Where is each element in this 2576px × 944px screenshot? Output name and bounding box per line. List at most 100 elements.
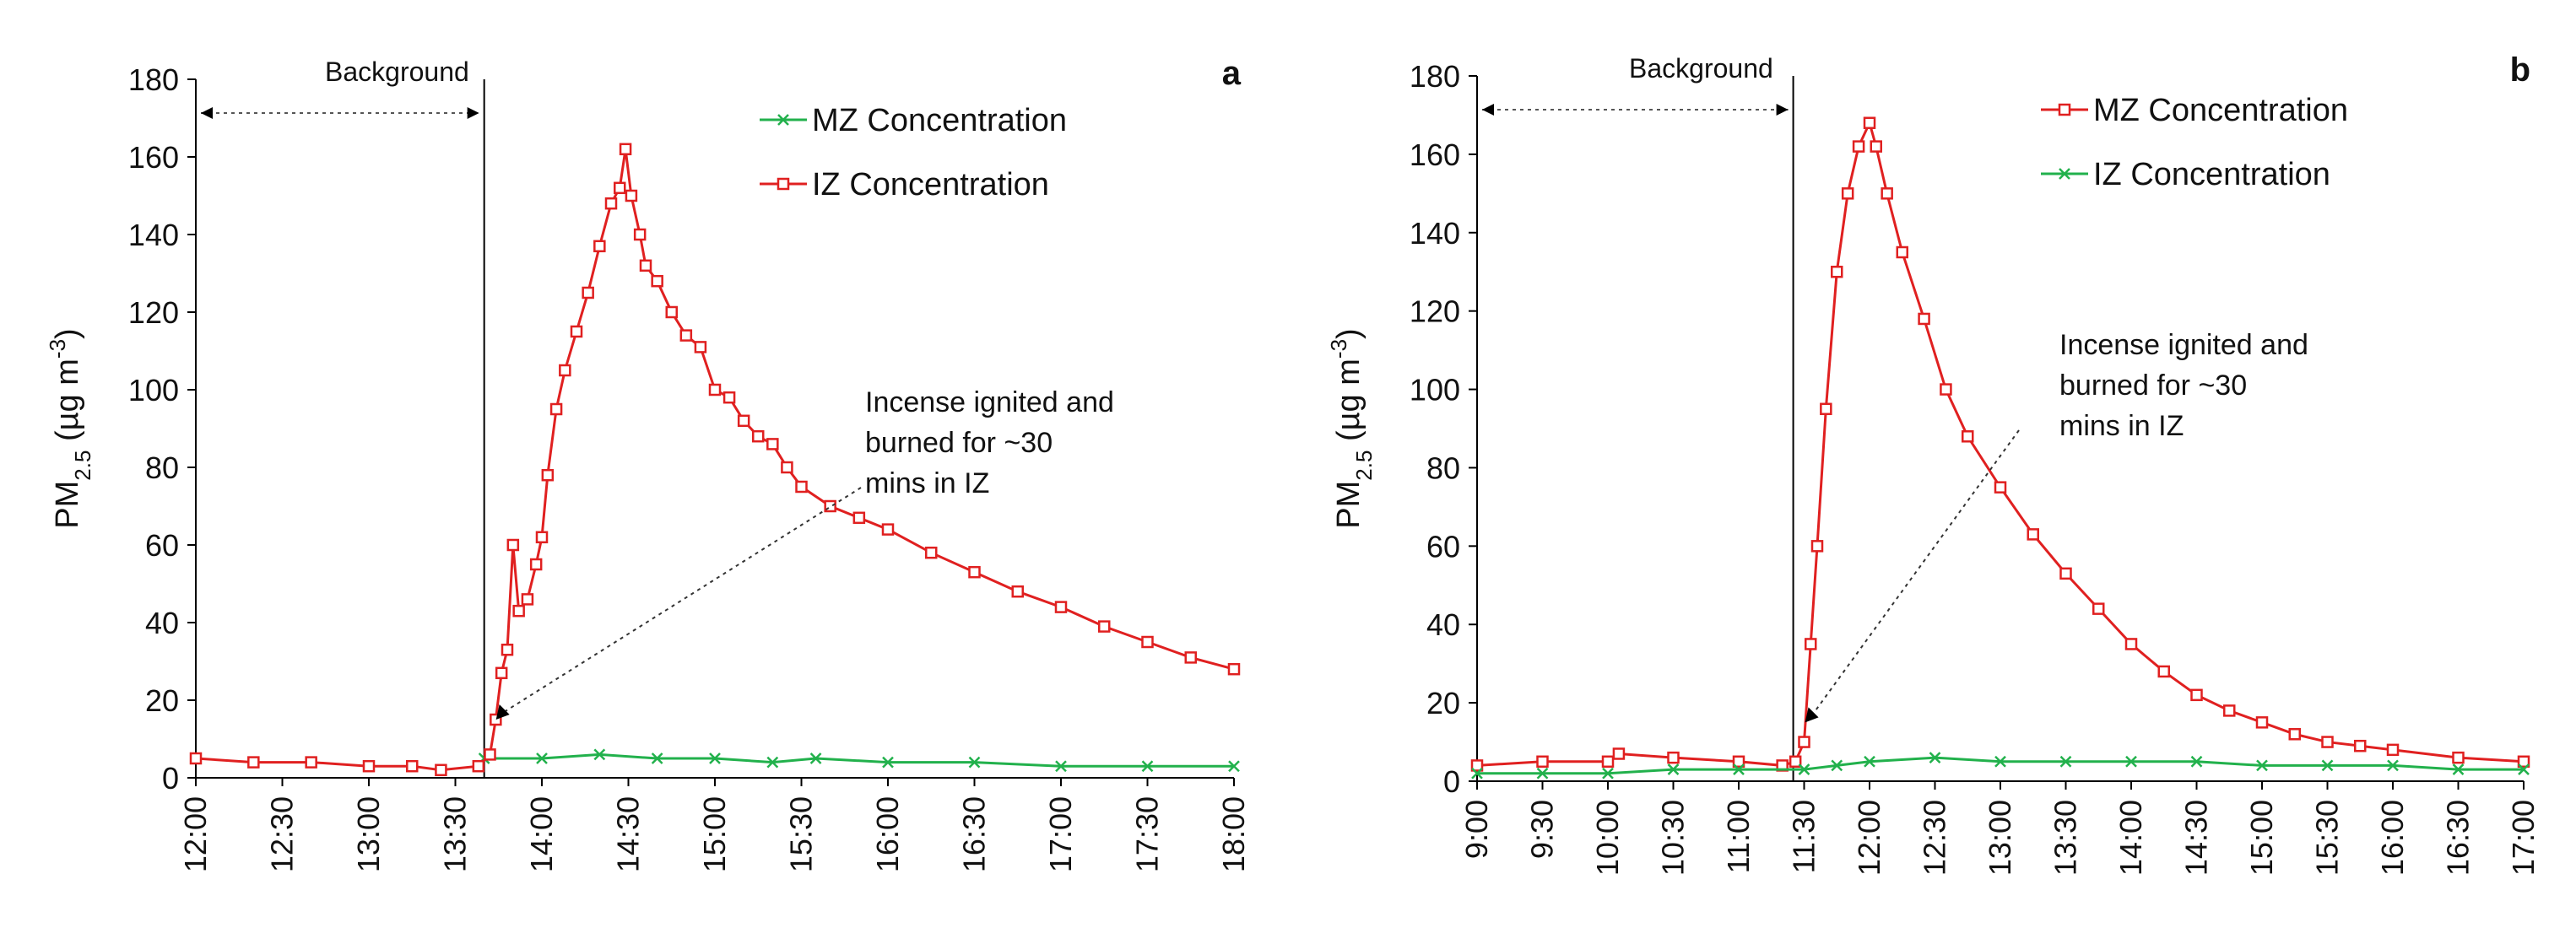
data-point-square	[665, 305, 678, 319]
data-point-square	[1470, 759, 1484, 772]
data-point-square	[535, 531, 549, 544]
annotation-text: mins in IZ	[865, 467, 989, 499]
data-point-square	[2288, 728, 2301, 741]
data-point-square	[2354, 739, 2367, 753]
background-label: Background	[1629, 53, 1773, 84]
y-tick-label: 120	[128, 295, 179, 330]
data-point-x	[1228, 760, 1240, 773]
x-tick-label: 13:30	[438, 796, 473, 872]
legend-label: IZ Concentration	[812, 167, 1049, 202]
data-point-square	[2190, 688, 2203, 702]
y-tick-label: 160	[1410, 138, 1460, 172]
legend-marker-x	[777, 114, 789, 126]
background-arrow-left	[201, 107, 213, 119]
data-point-square	[881, 523, 895, 536]
data-point-square	[559, 364, 571, 377]
data-point-square	[1612, 747, 1626, 760]
data-point-x	[1864, 755, 1875, 768]
legend-entry-1: MZ Concentration	[760, 103, 1067, 138]
y-tick-label: 0	[1443, 764, 1460, 799]
data-point-square	[506, 538, 520, 552]
series-1	[478, 748, 1240, 773]
legend-entry-1: MZ Concentration	[2041, 93, 2348, 128]
data-point-x	[2190, 755, 2203, 768]
data-point-square	[472, 759, 485, 773]
data-point-square	[549, 402, 563, 416]
data-point-x	[2321, 759, 2334, 772]
data-point-x	[536, 753, 548, 764]
data-point-square	[1054, 601, 1068, 613]
data-point-x	[2452, 763, 2465, 775]
data-point-x	[1536, 767, 1549, 779]
y-axis-label-units: (µg m	[50, 359, 85, 450]
data-point-square	[495, 666, 508, 680]
data-point-square	[737, 414, 750, 428]
data-point-x	[882, 756, 894, 769]
data-point-square	[501, 643, 514, 656]
x-tick-label: 17:30	[1130, 796, 1165, 872]
legend-label: MZ Concentration	[2093, 93, 2348, 128]
data-point-x	[651, 753, 663, 764]
x-tick-label: 16:30	[957, 796, 992, 872]
x-tick-label: 14:00	[2113, 800, 2148, 876]
x-tick-label: 10:30	[1656, 800, 1691, 876]
data-point-square	[1184, 651, 1197, 664]
x-tick-label: 9:00	[1459, 800, 1494, 859]
data-point-square	[639, 259, 652, 272]
series-1	[1470, 116, 2530, 772]
annotation-text: Incense ignited and	[865, 386, 1114, 418]
data-point-square	[484, 748, 496, 761]
data-point-square	[1896, 245, 1908, 259]
data-point-square	[1918, 312, 1930, 326]
y-tick-label: 120	[1410, 294, 1460, 329]
data-point-x	[1733, 763, 1745, 775]
x-tick-label: 14:30	[611, 796, 646, 872]
data-point-square	[1141, 635, 1154, 649]
y-tick-label: 180	[1410, 59, 1460, 94]
data-point-square	[633, 228, 647, 241]
data-point-square	[1831, 265, 1843, 278]
data-point-x	[593, 748, 606, 761]
data-point-square	[1994, 481, 2007, 494]
data-point-square	[2027, 528, 2039, 541]
x-tick-label: 12:30	[265, 796, 300, 872]
y-tick-label: 20	[145, 683, 179, 718]
x-tick-label: 15:30	[2310, 800, 2345, 876]
data-point-square	[968, 565, 981, 579]
data-point-square	[570, 325, 583, 338]
legend-marker-square	[777, 177, 790, 191]
data-point-square	[435, 763, 447, 777]
legend-entry-2: IZ Concentration	[760, 167, 1049, 202]
data-point-x	[1055, 760, 1067, 773]
y-tick-label: 40	[1426, 607, 1460, 642]
x-tick-label: 15:00	[2244, 800, 2279, 876]
background-arrow-right	[467, 107, 479, 119]
x-tick-label: 15:30	[784, 796, 819, 872]
annotation-text: Incense ignited and	[2059, 329, 2308, 361]
data-point-square	[694, 341, 707, 353]
data-point-square	[614, 181, 626, 195]
background-arrow-left	[1482, 104, 1494, 116]
data-point-x	[766, 756, 779, 769]
data-point-square	[1820, 402, 1832, 416]
data-point-square	[1810, 540, 1824, 553]
data-point-x	[709, 753, 721, 764]
x-tick-label: 9:30	[1525, 800, 1560, 859]
annotation-arrow-line	[502, 487, 862, 714]
panel-a: 0 20 40 60 80 100 120 140 160 180 12:00 12:30 13:00 1…	[45, 55, 1251, 872]
series-line	[1477, 756, 2524, 775]
y-tick-label: 20	[1426, 686, 1460, 720]
legend-label: IZ Concentration	[2093, 157, 2330, 192]
data-point-square	[2124, 638, 2138, 650]
data-point-x	[2256, 759, 2268, 772]
y-tick-label: 0	[162, 761, 179, 796]
data-point-square	[679, 329, 693, 342]
x-tick-label: 12:00	[178, 796, 213, 872]
y-axis-label: PM2.5 (µg m-3)	[45, 328, 95, 528]
x-tick-label: 14:30	[2179, 800, 2214, 876]
data-point-square	[2321, 736, 2334, 748]
data-point-x	[1471, 767, 1483, 779]
data-point-square	[1798, 736, 1810, 748]
panel-b: 0 20 40 60 80 100 120 140 160 180 9:00 9:30 10:00 10:…	[1326, 51, 2541, 876]
